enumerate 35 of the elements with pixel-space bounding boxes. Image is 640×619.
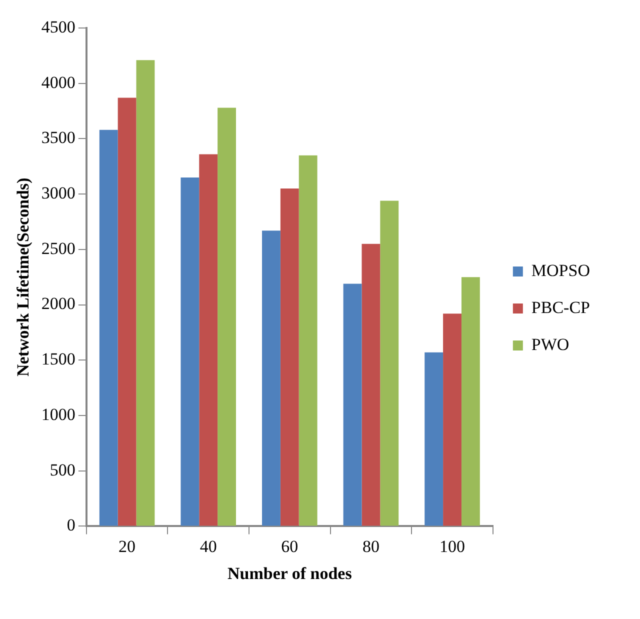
y-tick-label: 1500 xyxy=(41,350,76,369)
bar xyxy=(180,177,200,526)
legend-label: PBC-CP xyxy=(531,298,590,317)
bar xyxy=(199,154,218,526)
bar xyxy=(262,230,280,526)
y-tick-label: 3000 xyxy=(41,184,76,203)
legend-label: MOPSO xyxy=(531,260,590,280)
y-tick-label: 3500 xyxy=(41,128,76,148)
bar xyxy=(461,277,480,526)
x-tick-label: 60 xyxy=(281,536,298,556)
bar xyxy=(443,314,462,526)
x-tick-label: 100 xyxy=(440,536,466,556)
x-tick-label: 40 xyxy=(200,536,217,556)
bar xyxy=(136,60,155,526)
y-axis-title: Network Lifetime(Seconds) xyxy=(14,178,33,376)
bar xyxy=(362,244,380,526)
bar xyxy=(99,130,118,526)
x-tick-label: 80 xyxy=(362,536,380,556)
y-tick-label: 2500 xyxy=(41,238,76,258)
bar xyxy=(280,188,299,526)
y-tick-label: 4000 xyxy=(41,72,76,92)
y-tick-label: 1000 xyxy=(41,404,76,424)
x-tick-label: 20 xyxy=(118,536,136,556)
x-axis-title: Number of nodes xyxy=(227,564,352,584)
y-tick-label: 4500 xyxy=(41,17,76,36)
bar xyxy=(298,155,318,526)
y-tick-label: 500 xyxy=(50,460,76,480)
bar xyxy=(424,352,444,526)
y-tick-label: 0 xyxy=(66,516,76,535)
bar xyxy=(118,98,136,526)
y-tick-label: 2000 xyxy=(41,294,76,314)
legend-label: PWO xyxy=(531,334,570,354)
bar xyxy=(380,200,399,526)
bar xyxy=(218,108,236,526)
bar xyxy=(343,284,362,526)
